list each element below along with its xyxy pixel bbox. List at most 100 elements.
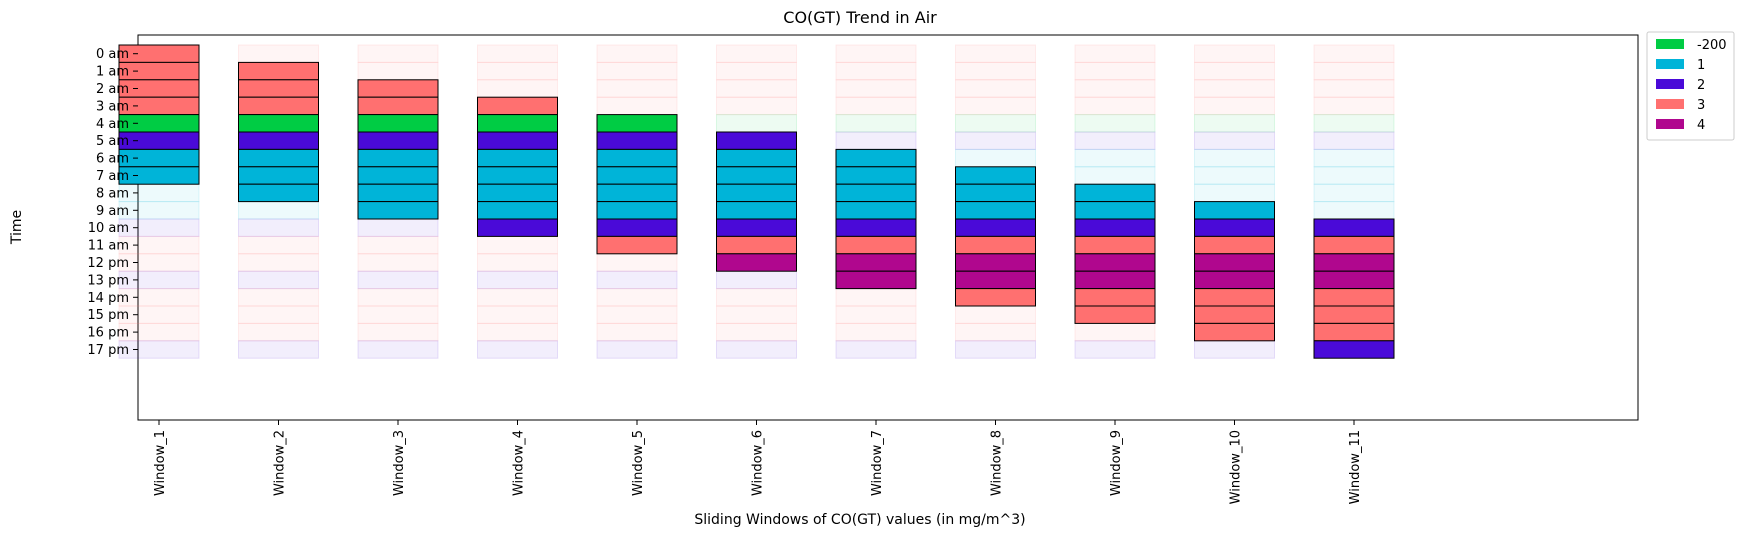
background-cell bbox=[835, 131, 917, 150]
background-cell bbox=[238, 305, 319, 324]
y-tick-label: 12 pm bbox=[87, 256, 129, 271]
y-tick-label: 7 am bbox=[96, 169, 129, 184]
window-cell bbox=[238, 183, 319, 203]
background-cell bbox=[477, 288, 558, 307]
y-tick-label: 8 am bbox=[96, 186, 129, 201]
x-tick-label: Window_2 bbox=[273, 430, 288, 496]
window-cell bbox=[238, 96, 319, 116]
background-cell bbox=[118, 322, 200, 342]
y-tick-label: 16 pm bbox=[87, 326, 129, 341]
background-cell bbox=[118, 201, 200, 220]
window-cell bbox=[477, 114, 558, 133]
y-axis-title: Time bbox=[9, 210, 25, 245]
background-cell bbox=[238, 322, 319, 342]
background-cell bbox=[238, 253, 319, 272]
chart-title: CO(GT) Trend in Air bbox=[783, 8, 937, 27]
legend-swatch bbox=[1656, 119, 1684, 129]
window-cell bbox=[835, 148, 917, 168]
background-cell bbox=[477, 253, 558, 272]
background-cell bbox=[596, 305, 678, 324]
background-cell bbox=[716, 322, 797, 342]
background-cell bbox=[238, 270, 319, 290]
window-cell bbox=[477, 148, 558, 168]
legend-label: 4 bbox=[1697, 118, 1705, 133]
background-cell bbox=[1194, 148, 1275, 168]
x-tick-label: Window_11 bbox=[1348, 430, 1363, 504]
window-cell bbox=[596, 166, 678, 185]
y-tick-label: 6 am bbox=[96, 152, 129, 167]
background-cell bbox=[357, 44, 439, 63]
window-cell bbox=[118, 61, 200, 81]
window-cell bbox=[955, 270, 1036, 290]
window-cell bbox=[1074, 305, 1156, 324]
window-cell bbox=[1313, 305, 1395, 324]
x-tick-label: Window_10 bbox=[1229, 430, 1244, 504]
background-cell bbox=[835, 114, 917, 133]
background-cell bbox=[477, 235, 558, 255]
legend-label: -200 bbox=[1697, 38, 1727, 53]
background-cell bbox=[118, 183, 200, 203]
window-cell bbox=[1313, 270, 1395, 290]
window-cell bbox=[477, 183, 558, 203]
background-cell bbox=[118, 218, 200, 237]
background-cell bbox=[1194, 340, 1275, 359]
background-cell bbox=[477, 79, 558, 98]
window-cell bbox=[118, 148, 200, 168]
background-cell bbox=[955, 305, 1036, 324]
background-cell bbox=[596, 288, 678, 307]
background-cell bbox=[596, 322, 678, 342]
legend-label: 1 bbox=[1697, 58, 1705, 73]
y-tick-label: 9 am bbox=[96, 204, 129, 219]
x-tick-label: Window_4 bbox=[512, 430, 527, 496]
background-cell bbox=[955, 44, 1036, 63]
window-cell bbox=[596, 201, 678, 220]
background-cell bbox=[596, 96, 678, 116]
legend-swatch bbox=[1656, 99, 1684, 109]
window-cell bbox=[238, 148, 319, 168]
background-cell bbox=[716, 44, 797, 63]
window-cell bbox=[716, 235, 797, 255]
background-cell bbox=[1313, 44, 1395, 63]
window-cells bbox=[118, 44, 1395, 359]
background-cell bbox=[1313, 201, 1395, 220]
x-axis: Window_1 Window_2 Window_3 Window_4 Window_5… bbox=[153, 420, 1363, 504]
window-cell bbox=[835, 270, 917, 290]
background-cell bbox=[1194, 96, 1275, 116]
y-tick-label: 2 am bbox=[96, 82, 129, 97]
background-cell bbox=[716, 288, 797, 307]
y-tick-label: 3 am bbox=[96, 99, 129, 114]
background-cell bbox=[357, 61, 439, 81]
window-cell bbox=[596, 148, 678, 168]
window-cell bbox=[716, 253, 797, 272]
window-cell bbox=[716, 166, 797, 185]
window-cell bbox=[357, 201, 439, 220]
window-cell bbox=[596, 131, 678, 150]
window-cell bbox=[1074, 235, 1156, 255]
background-cell bbox=[596, 44, 678, 63]
window-cell bbox=[716, 183, 797, 203]
y-tick-label: 15 pm bbox=[87, 308, 129, 323]
window-cell bbox=[1313, 322, 1395, 342]
window-cell bbox=[955, 201, 1036, 220]
background-cell bbox=[1074, 44, 1156, 63]
window-cell bbox=[477, 166, 558, 185]
window-cell bbox=[835, 235, 917, 255]
background-cell bbox=[955, 131, 1036, 150]
background-cell bbox=[835, 61, 917, 81]
background-cell bbox=[1074, 131, 1156, 150]
window-cell bbox=[357, 114, 439, 133]
background-cell bbox=[357, 288, 439, 307]
window-cell bbox=[238, 114, 319, 133]
background-cell bbox=[1194, 61, 1275, 81]
background-cell bbox=[835, 322, 917, 342]
background-cell bbox=[835, 305, 917, 324]
background-cell bbox=[477, 270, 558, 290]
window-cell bbox=[477, 218, 558, 237]
background-cell bbox=[477, 340, 558, 359]
window-cell bbox=[357, 166, 439, 185]
window-cell bbox=[955, 235, 1036, 255]
x-axis-title: Sliding Windows of CO(GT) values (in mg/… bbox=[694, 512, 1025, 528]
background-cell bbox=[835, 96, 917, 116]
background-cell bbox=[118, 305, 200, 324]
window-cell bbox=[118, 44, 200, 63]
